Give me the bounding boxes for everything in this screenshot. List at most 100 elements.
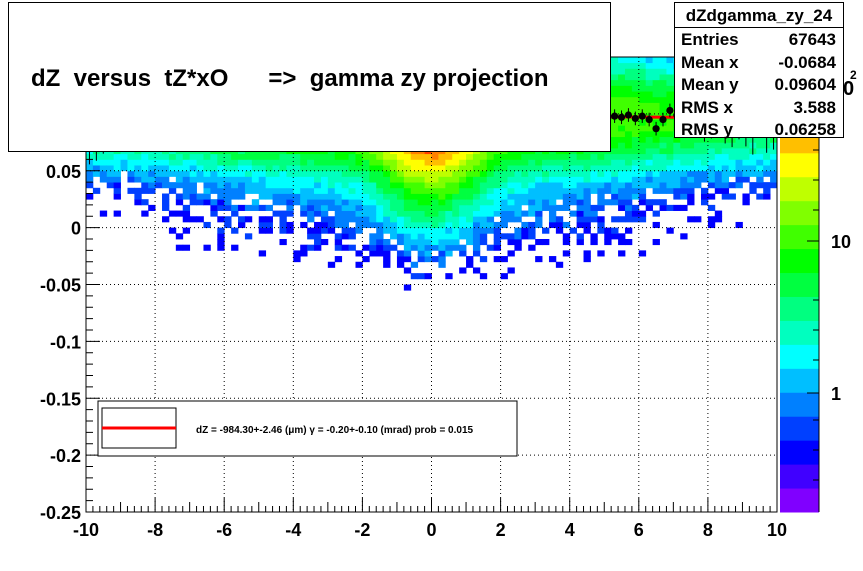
heatmap-cell xyxy=(182,182,191,189)
heatmap-cell xyxy=(113,159,121,166)
heatmap-cell xyxy=(770,176,778,183)
heatmap-cell xyxy=(99,153,108,160)
heatmap-cell xyxy=(645,130,654,138)
heatmap-cell xyxy=(424,250,432,257)
heatmap-cell xyxy=(645,136,654,143)
heatmap-cell xyxy=(251,159,260,166)
heatmap-cell xyxy=(396,221,405,229)
heatmap-cell xyxy=(362,182,370,189)
heatmap-cell xyxy=(431,216,439,223)
heatmap-cell xyxy=(466,187,474,194)
heatmap-cell xyxy=(763,165,771,172)
heatmap-cell xyxy=(624,182,633,189)
heatmap-cell xyxy=(307,187,315,194)
heatmap-cell xyxy=(327,170,336,177)
heatmap-cell xyxy=(645,79,654,86)
heatmap-cell xyxy=(238,170,246,177)
heatmap-cell xyxy=(735,221,743,229)
heatmap-cell xyxy=(168,182,177,189)
heatmap-cell xyxy=(106,159,115,166)
heatmap-cell xyxy=(466,165,474,172)
heatmap-cell xyxy=(673,204,681,211)
heatmap-cell xyxy=(535,210,543,217)
heatmap-cell xyxy=(459,221,467,229)
heatmap-cell xyxy=(562,165,571,172)
heatmap-cell xyxy=(355,182,363,189)
heatmap-cell xyxy=(320,193,329,200)
heatmap-cell xyxy=(120,153,128,160)
heatmap-cell xyxy=(390,221,398,229)
heatmap-cell xyxy=(624,136,633,143)
heatmap-cell xyxy=(666,187,674,194)
heatmap-cell xyxy=(424,170,432,177)
heatmap-cell xyxy=(134,153,142,160)
heatmap-cell xyxy=(624,57,633,64)
heatmap-cell xyxy=(244,187,253,194)
heatmap-cell xyxy=(431,239,439,246)
heatmap-cell xyxy=(238,153,246,160)
heatmap-cell xyxy=(742,170,750,177)
heatmap-cell xyxy=(348,182,356,189)
heatmap-cell xyxy=(576,187,584,194)
heatmap-cell xyxy=(638,187,647,194)
heatmap-cell xyxy=(618,74,626,81)
heatmap-cell xyxy=(576,233,584,240)
heatmap-cell xyxy=(459,199,467,206)
heatmap-cell xyxy=(583,182,591,189)
heatmap-cell xyxy=(707,136,716,143)
heatmap-cell xyxy=(659,136,667,143)
heatmap-cell xyxy=(396,199,405,206)
heatmap-cell xyxy=(673,136,681,143)
heatmap-cell xyxy=(631,170,640,177)
heatmap-cell xyxy=(341,176,349,183)
heatmap-cell xyxy=(624,91,633,98)
heatmap-cell xyxy=(472,187,481,194)
heatmap-cell xyxy=(341,153,349,160)
heatmap-cell xyxy=(445,187,453,194)
x-tick-label: -8 xyxy=(147,520,163,540)
heatmap-cell xyxy=(624,239,633,246)
heatmap-cell xyxy=(631,96,640,103)
heatmap-cell xyxy=(680,176,688,183)
heatmap-cell xyxy=(203,170,211,177)
heatmap-cell xyxy=(687,182,695,189)
heatmap-cell xyxy=(535,193,543,200)
heatmap-cell xyxy=(238,182,246,189)
heatmap-cell xyxy=(168,170,177,177)
heatmap-cell xyxy=(618,148,626,155)
heatmap-cell xyxy=(687,193,695,200)
heatmap-cell xyxy=(680,182,688,189)
heatmap-cell xyxy=(314,204,322,211)
heatmap-cell xyxy=(390,233,398,240)
heatmap-cell xyxy=(459,267,467,274)
heatmap-cell xyxy=(390,204,398,211)
heatmap-cell xyxy=(362,170,370,177)
heatmap-cell xyxy=(652,176,660,183)
heatmap-cell xyxy=(334,216,343,223)
palette-segment xyxy=(780,416,819,441)
heatmap-cell xyxy=(341,216,349,223)
heatmap-cell xyxy=(735,176,743,183)
heatmap-cell xyxy=(638,96,647,103)
heatmap-cell xyxy=(459,182,467,189)
heatmap-cell xyxy=(611,96,619,103)
heatmap-cell xyxy=(479,227,488,234)
heatmap-cell xyxy=(631,62,640,69)
heatmap-cell xyxy=(514,176,522,183)
heatmap-cell xyxy=(265,165,273,172)
heatmap-cell xyxy=(714,182,723,189)
heatmap-cell xyxy=(452,159,460,166)
heatmap-cell xyxy=(383,250,391,257)
heatmap-cell xyxy=(182,165,191,172)
heatmap-cell xyxy=(472,159,481,166)
heatmap-cell xyxy=(369,216,377,223)
heatmap-cell xyxy=(631,79,640,86)
heatmap-cell xyxy=(638,130,647,138)
heatmap-cell xyxy=(445,182,453,189)
heatmap-cell xyxy=(369,170,377,177)
heatmap-cell xyxy=(217,176,225,183)
heatmap-cell xyxy=(438,227,446,234)
heatmap-cell xyxy=(673,187,681,194)
heatmap-cell xyxy=(618,176,626,183)
heatmap-cell xyxy=(410,159,419,166)
